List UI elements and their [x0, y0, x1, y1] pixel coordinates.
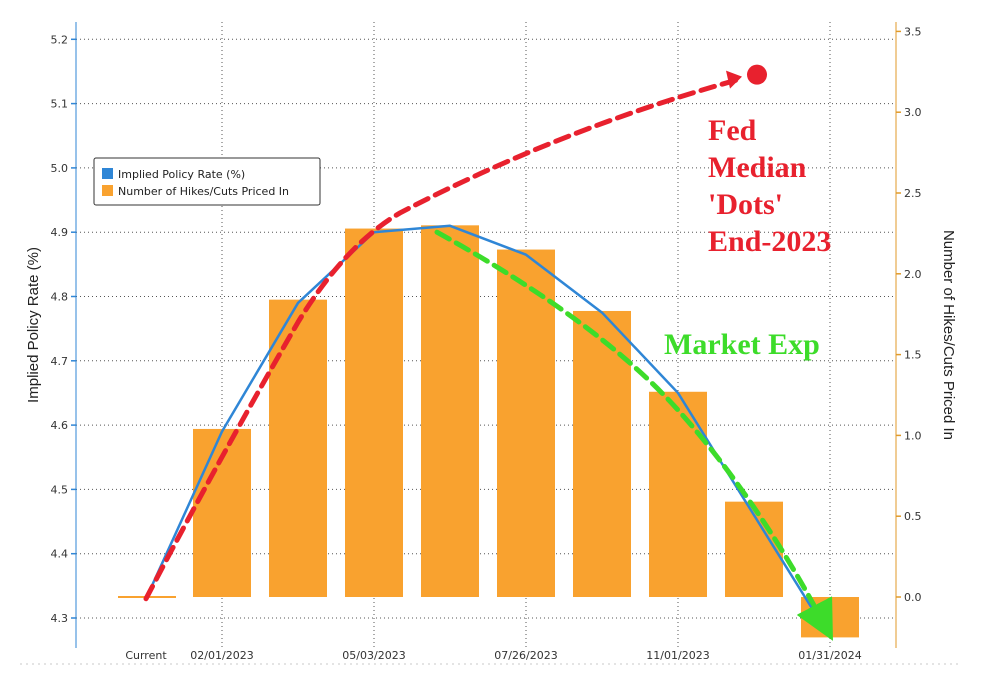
left-tick-label: 5.1 [51, 98, 69, 111]
legend-box [93, 157, 321, 206]
left-tick-label: 4.3 [51, 612, 69, 625]
right-tick-label: 3.0 [904, 106, 922, 119]
fed-dots-arrowhead [726, 70, 742, 89]
legend-label: Number of Hikes/Cuts Priced In [118, 185, 289, 198]
legend-label: Implied Policy Rate (%) [118, 168, 245, 181]
right-tick-label: 2.0 [904, 268, 922, 281]
legend: Implied Policy Rate (%) Number of Hikes/C… [93, 157, 321, 206]
x-tick-label: 07/26/2023 [494, 649, 557, 662]
legend-swatch [102, 168, 113, 179]
right-tick-label: 3.5 [904, 25, 922, 38]
right-tick-label: 1.0 [904, 429, 922, 442]
bar [421, 225, 479, 597]
bar [269, 299, 327, 597]
fed-annotation-line: Median [708, 151, 807, 184]
right-tick-label: 0.0 [904, 591, 922, 604]
axes: 4.3 4.4 4.5 4.6 4.7 4.8 4.9 5.0 5.1 5.2 0.0 0.5 1.0 1… [20, 22, 962, 665]
fed-median-dot [747, 64, 767, 85]
fed-annotation-line: 'Dots' [708, 188, 783, 221]
right-tick-label: 1.5 [904, 349, 922, 362]
fed-annotation: Fed Median 'Dots' End-2023 [708, 114, 831, 258]
bar [345, 228, 403, 597]
left-tick-label: 4.6 [51, 419, 69, 432]
left-tick-label: 4.4 [51, 548, 69, 561]
right-tick-label: 0.5 [904, 510, 922, 523]
left-tick-label: 4.9 [51, 226, 69, 239]
market-annotation: Market Exp [664, 328, 820, 361]
left-axis-title: Implied Policy Rate (%) [25, 247, 42, 403]
bar-series [118, 225, 859, 638]
right-axis-title: Number of Hikes/Cuts Priced In [940, 230, 957, 440]
legend-swatch [102, 185, 113, 196]
x-tick-label: Current [125, 649, 167, 662]
left-tick-label: 5.0 [51, 162, 69, 175]
left-tick-label: 4.5 [51, 483, 69, 496]
x-tick-label: 02/01/2023 [190, 649, 253, 662]
x-tick-label: 11/01/2023 [646, 649, 709, 662]
market-exp-arrow [434, 229, 833, 641]
bar [649, 391, 707, 597]
bar [497, 249, 555, 597]
left-tick-label: 5.2 [51, 33, 69, 46]
right-tick-label: 2.5 [904, 187, 922, 200]
left-tick-label: 4.8 [51, 291, 69, 304]
fed-annotation-line: End-2023 [708, 225, 831, 258]
bar [725, 501, 783, 597]
fed-annotation-line: Fed [708, 114, 757, 147]
annotations: Fed Median 'Dots' End-2023 Market Exp [143, 64, 833, 641]
left-tick-label: 4.7 [51, 355, 69, 368]
x-tick-label: 01/31/2024 [798, 649, 861, 662]
fed-dots-arrow [143, 77, 741, 602]
x-tick-label: 05/03/2023 [342, 649, 405, 662]
